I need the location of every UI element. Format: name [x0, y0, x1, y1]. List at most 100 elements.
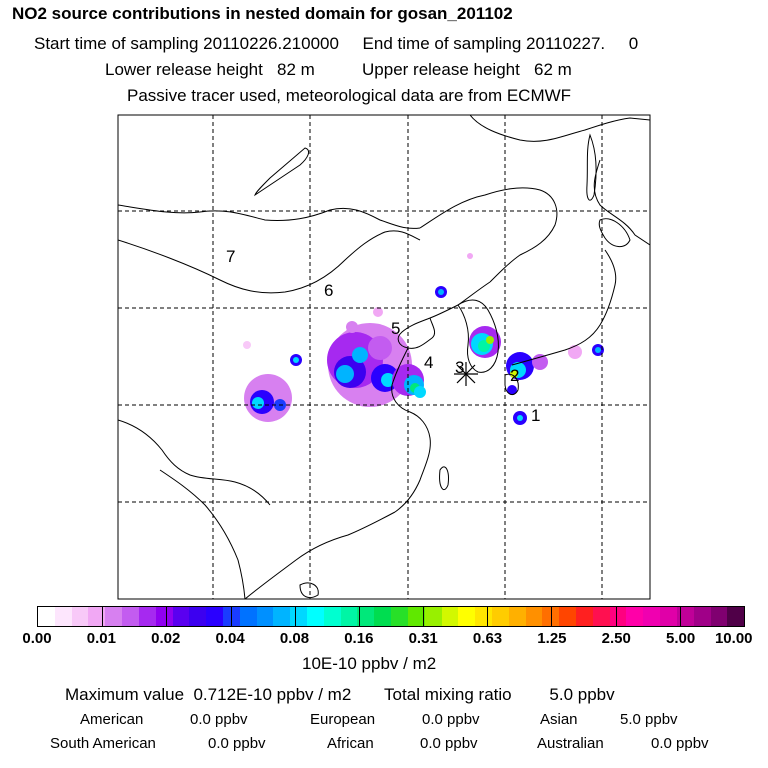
colorbar-segment	[374, 607, 392, 626]
colorbar-segment	[105, 607, 123, 626]
colorbar-segment	[239, 607, 257, 626]
colorbar-segment	[38, 607, 55, 626]
colorbar-segment	[307, 607, 324, 626]
colorbar-segment	[525, 607, 543, 626]
concentration-cell	[486, 336, 494, 344]
region-african-label: African	[327, 735, 374, 752]
colorbar-tick-label: 1.25	[537, 630, 567, 647]
colorbar-segment	[542, 607, 560, 626]
colorbar-tick-label: 0.08	[279, 630, 310, 647]
concentration-cell	[478, 340, 490, 352]
region-label-6: 6	[324, 281, 333, 300]
border-indochina	[159, 469, 246, 599]
lake-baikal	[254, 147, 310, 197]
concentration-cell	[510, 370, 518, 378]
concentration-cell	[336, 365, 354, 383]
colorbar-segment	[189, 607, 207, 626]
region-african-value: 0.0 ppbv	[420, 735, 478, 752]
colorbar-segment	[491, 607, 509, 626]
region-label-7: 7	[226, 247, 235, 266]
region-asian-label: Asian	[540, 711, 578, 728]
tracer-info-line: Passive tracer used, meteorological data…	[127, 86, 572, 105]
colorbar-segment	[559, 607, 576, 626]
colorbar-segment	[676, 607, 694, 626]
colorbar-segment	[609, 607, 627, 626]
region-label-5: 5	[391, 319, 400, 338]
border-mongolia-north	[118, 204, 421, 229]
concentration-cell	[346, 321, 358, 333]
region-south-american-value: 0.0 ppbv	[208, 735, 266, 752]
colorbar-segment	[441, 607, 459, 626]
colorbar-tick-label: 0.31	[408, 630, 438, 647]
plot-frame	[117, 114, 651, 600]
concentration-cell	[595, 347, 601, 353]
colorbar-tick-label: 0.16	[344, 630, 374, 647]
hainan	[299, 582, 319, 598]
colorbar-tick-labels: 0.00 0.01 0.02 0.04 0.08 0.16 0.31 0.63 1.25 2.50…	[0, 630, 768, 648]
colorbar-segment	[88, 607, 106, 626]
colorbar-segment	[54, 607, 72, 626]
colorbar-unit-label: 10E-10 ppbv / m2	[302, 654, 437, 673]
colorbar	[37, 606, 745, 627]
korea	[457, 299, 499, 373]
colorbar-segment	[155, 607, 173, 626]
japan-hokkaido	[598, 218, 631, 247]
coastline-china-south	[244, 511, 396, 599]
concentration-cell	[467, 253, 473, 259]
colorbar-segment	[727, 607, 745, 626]
region-south-american-label: South American	[50, 735, 156, 752]
colorbar-segment	[576, 607, 593, 626]
colorbar-tick-label: 0.00	[22, 630, 52, 647]
colorbar-segment	[323, 607, 341, 626]
region-australian-value: 0.0 ppbv	[651, 735, 709, 752]
colorbar-segment	[290, 607, 307, 626]
region-american-value: 0.0 ppbv	[190, 711, 248, 728]
region-european-label: European	[310, 711, 376, 728]
coastlines	[118, 115, 650, 599]
colorbar-tick	[487, 607, 489, 626]
colorbar-segment	[172, 607, 190, 626]
concentration-cell	[414, 386, 426, 398]
colorbar-tick-label: 0.63	[472, 630, 503, 647]
colorbar-tick-label: 0.02	[151, 630, 181, 647]
colorbar-tick	[551, 607, 553, 626]
colorbar-segment	[693, 607, 711, 626]
colorbar-tick	[102, 607, 104, 626]
colorbar-tick	[423, 607, 425, 626]
concentration-cell	[517, 415, 523, 421]
colorbar-segment	[273, 607, 291, 626]
plume-layer	[243, 253, 604, 425]
border-china-ne	[419, 187, 558, 283]
border-mongolia-south	[118, 230, 421, 294]
border-china-sw	[118, 419, 271, 506]
colorbar-tick-label: 2.50	[601, 630, 631, 647]
colorbar-tick-label: 10.00	[714, 630, 753, 647]
region-american-label: American	[80, 711, 144, 728]
colorbar-tick	[615, 607, 617, 626]
coastline-north	[469, 115, 650, 142]
colorbar-segment	[710, 607, 728, 626]
concentration-cell	[368, 336, 392, 360]
colorbar-segment	[391, 607, 408, 626]
colorbar-segment	[206, 607, 223, 626]
concentration-cell	[243, 341, 251, 349]
concentration-cell	[293, 357, 299, 363]
colorbar-segment	[458, 607, 476, 626]
region-label-2: 2	[510, 366, 519, 385]
sampling-time-line: Start time of sampling 20110226.210000 E…	[34, 34, 639, 53]
region-label-4: 4	[424, 353, 433, 372]
colorbar-segment	[340, 607, 358, 626]
colorbar-tick	[166, 607, 168, 626]
colorbar-segment	[424, 607, 442, 626]
colorbar-segment	[407, 607, 425, 626]
lat-lon-grid	[118, 115, 650, 599]
colorbar-tick	[230, 607, 232, 626]
max-value-line: Maximum value 0.712E-10 ppbv / m2 Total …	[65, 685, 615, 704]
region-european-value: 0.0 ppbv	[422, 711, 480, 728]
concentration-cell	[373, 307, 383, 317]
japan-honshu	[511, 249, 617, 366]
colorbar-segment	[508, 607, 526, 626]
colorbar-segment	[256, 607, 274, 626]
japan-kyushu	[504, 373, 519, 396]
